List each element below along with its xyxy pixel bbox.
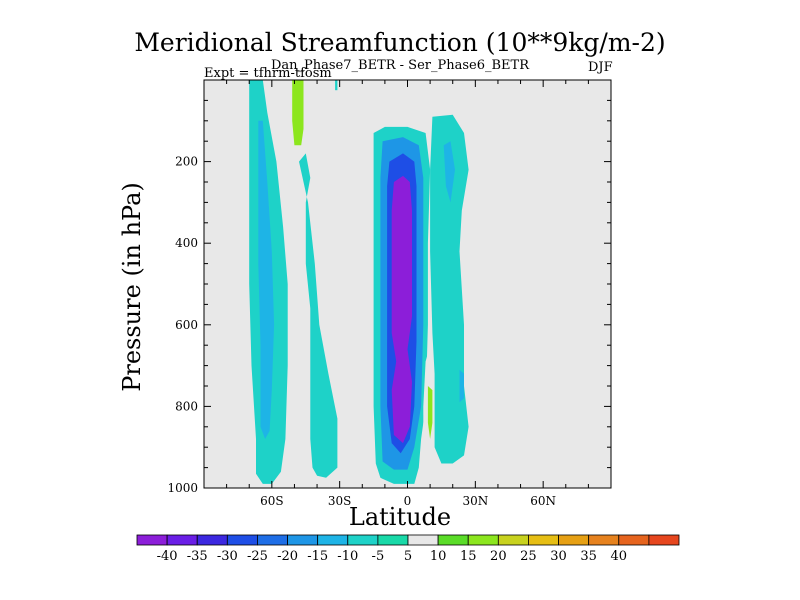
colorbar-swatch bbox=[648, 534, 680, 546]
colorbar-swatch bbox=[257, 534, 288, 546]
colorbar-label: -35 bbox=[187, 549, 208, 564]
colorbar-swatch bbox=[497, 534, 529, 546]
colorbar-swatch bbox=[588, 534, 620, 546]
colorbar-swatch bbox=[226, 534, 258, 546]
colorbar-swatch bbox=[196, 534, 228, 546]
colorbar-swatch bbox=[528, 534, 559, 546]
chart-subtitle: Dan_Phase7_BETR - Ser_Phase6_BETR bbox=[270, 58, 530, 73]
colorbar-swatch bbox=[558, 534, 590, 546]
colorbar-label: 30 bbox=[550, 549, 567, 564]
colorbar-label: 15 bbox=[460, 549, 477, 564]
colorbar-swatch bbox=[136, 534, 168, 546]
region-nh-subtropical-negative-lower-core bbox=[459, 369, 464, 403]
region-sh-upper-positive-sliver bbox=[348, 161, 356, 203]
region-nh-tropical-positive-lower-core bbox=[427, 386, 433, 439]
y-tick-label: 600 bbox=[175, 318, 198, 332]
colorbar-label: 10 bbox=[430, 549, 447, 564]
chart-title: Meridional Streamfunction (10**9kg/m-2) bbox=[134, 28, 666, 57]
colorbar-label: 25 bbox=[520, 549, 537, 564]
region-sh-midlat-negative-band bbox=[299, 153, 338, 478]
x-tick-label: 0 bbox=[404, 494, 412, 508]
colorbar-swatch bbox=[287, 534, 319, 546]
x-axis: 60S 30S 0 30N 60N bbox=[226, 80, 589, 508]
x-tick-label: 30S bbox=[328, 494, 352, 508]
colorbar-swatch bbox=[317, 534, 349, 546]
region-sh-midlat-positive-core bbox=[292, 80, 304, 146]
colorbar-swatch bbox=[377, 534, 409, 546]
colorbar-label: 40 bbox=[611, 549, 628, 564]
x-tick-label: 30N bbox=[462, 494, 488, 508]
colorbar-label: 20 bbox=[490, 549, 507, 564]
colorbar-swatch bbox=[166, 534, 198, 546]
colorbar-label: -5 bbox=[372, 549, 385, 564]
colorbar-label: 5 bbox=[404, 549, 412, 564]
colorbar-label: 35 bbox=[580, 549, 597, 564]
colorbar-swatch bbox=[407, 534, 439, 546]
region-sh-polar-negative-core bbox=[258, 120, 275, 440]
y-tick-label: 200 bbox=[175, 155, 198, 169]
y-axis: 200 400 600 800 1000 bbox=[167, 99, 611, 495]
x-axis-title: Latitude bbox=[348, 503, 452, 531]
colorbar-swatch bbox=[437, 534, 469, 546]
colorbar-label: -30 bbox=[217, 549, 238, 564]
region-nh-subtropical-positive-sliver bbox=[491, 222, 501, 309]
region-sh-upper-negative-speck bbox=[335, 80, 338, 91]
y-tick-label: 400 bbox=[175, 236, 198, 250]
colorbar-swatch bbox=[618, 534, 650, 546]
contour-regions bbox=[249, 80, 501, 484]
region-nh-subtropical-negative-core bbox=[443, 141, 455, 203]
colorbar-swatch bbox=[467, 534, 499, 546]
y-tick-label: 1000 bbox=[167, 481, 198, 495]
colorbar-label: -40 bbox=[157, 549, 178, 564]
colorbar-label: -15 bbox=[307, 549, 328, 564]
region-nh-tropical-positive-sliver bbox=[421, 80, 431, 109]
colorbar-swatch bbox=[347, 534, 379, 546]
colorbar-label: -25 bbox=[247, 549, 268, 564]
colorbar-label: -10 bbox=[337, 549, 358, 564]
region-nh-subtropical-negative-band bbox=[430, 114, 469, 464]
y-tick-label: 800 bbox=[175, 399, 198, 413]
x-tick-label: 60S bbox=[260, 494, 284, 508]
season-label: DJF bbox=[588, 60, 613, 75]
colorbar-label: -20 bbox=[277, 549, 298, 564]
colorbar: -40 -35 -30 -25 -20 -15 -10 -5 5 10 15 20 25 30 35 40 bbox=[136, 534, 680, 564]
region-tropical-negative-cell-core bbox=[391, 175, 412, 444]
x-tick-label: 60N bbox=[530, 494, 556, 508]
experiment-label: Expt = tfhrm-tfosm bbox=[204, 66, 332, 81]
